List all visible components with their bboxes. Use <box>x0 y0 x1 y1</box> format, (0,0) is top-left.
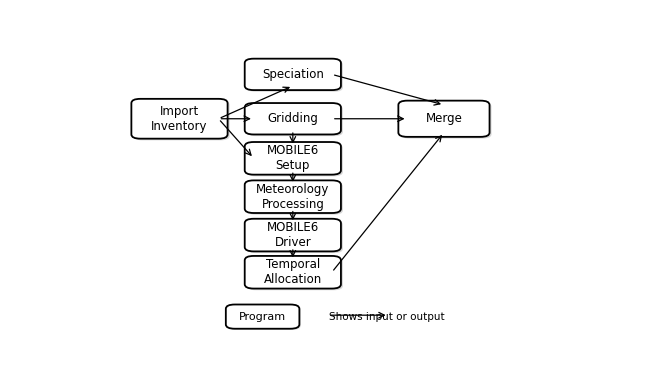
FancyBboxPatch shape <box>400 102 491 139</box>
FancyBboxPatch shape <box>244 219 341 252</box>
FancyBboxPatch shape <box>244 103 341 135</box>
Text: MOBILE6
Setup: MOBILE6 Setup <box>266 144 319 172</box>
Text: Meteorology
Processing: Meteorology Processing <box>256 183 330 211</box>
FancyBboxPatch shape <box>247 258 343 290</box>
Text: MOBILE6
Driver: MOBILE6 Driver <box>266 221 319 249</box>
FancyBboxPatch shape <box>247 105 343 136</box>
FancyBboxPatch shape <box>247 60 343 92</box>
Text: Gridding: Gridding <box>267 112 318 125</box>
FancyBboxPatch shape <box>398 101 489 137</box>
FancyBboxPatch shape <box>244 256 341 288</box>
FancyBboxPatch shape <box>226 304 300 329</box>
Text: Temporal
Allocation: Temporal Allocation <box>264 258 322 286</box>
Text: Import
Inventory: Import Inventory <box>151 105 208 133</box>
FancyBboxPatch shape <box>244 59 341 90</box>
FancyBboxPatch shape <box>131 99 228 139</box>
Text: Program: Program <box>239 312 286 321</box>
FancyBboxPatch shape <box>247 182 343 215</box>
Text: Shows input or output: Shows input or output <box>329 312 444 322</box>
Text: Speciation: Speciation <box>262 68 324 81</box>
FancyBboxPatch shape <box>227 306 301 330</box>
FancyBboxPatch shape <box>247 144 343 176</box>
FancyBboxPatch shape <box>247 220 343 253</box>
FancyBboxPatch shape <box>244 142 341 175</box>
FancyBboxPatch shape <box>133 101 229 140</box>
Text: Merge: Merge <box>426 112 462 125</box>
FancyBboxPatch shape <box>244 180 341 213</box>
